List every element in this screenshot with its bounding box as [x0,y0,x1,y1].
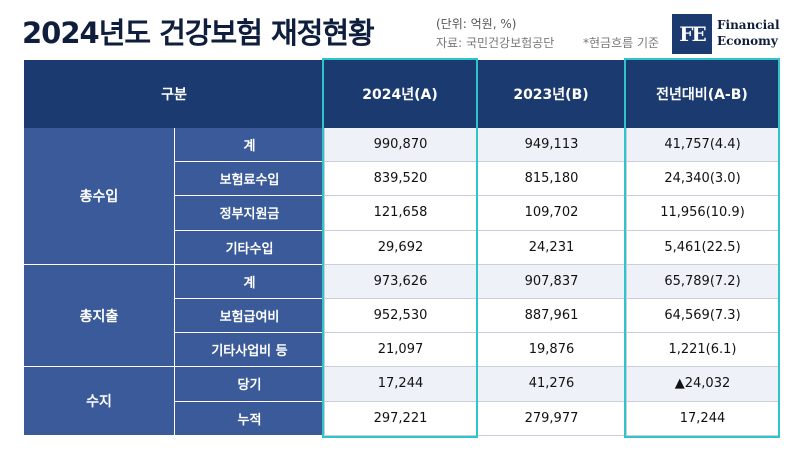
value-2024: 839,520 [324,162,476,197]
row-label: 당기 [174,367,324,402]
value-2023: 887,961 [476,299,626,334]
value-2023: 907,837 [476,264,626,299]
value-2023: 109,702 [476,196,626,231]
header-diff: 전년대비(A-B) [626,60,778,128]
row-label: 계 [174,264,324,299]
value-diff: 64,569(7.3) [626,299,778,334]
group-label: 총수입 [24,128,174,265]
value-diff: 24,340(3.0) [626,162,778,197]
value-diff: ▲24,032 [626,367,778,402]
row-label: 계 [174,128,324,163]
row-label: 정부지원금 [174,196,324,231]
value-2024: 952,530 [324,299,476,334]
value-2023: 279,977 [476,401,626,436]
header-2024: 2024년(A) [324,60,476,128]
row-label: 보험급여비 [174,299,324,334]
value-2023: 41,276 [476,367,626,402]
value-diff: 1,221(6.1) [626,333,778,368]
unit-label: (단위: 억원, %) [436,17,517,31]
page-title: 2024년도 건강보험 재정현황 [22,16,375,50]
value-2024: 297,221 [324,401,476,436]
logo-mark-icon: FE [672,14,712,54]
value-2024: 17,244 [324,367,476,402]
value-2024: 21,097 [324,333,476,368]
value-2023: 19,876 [476,333,626,368]
value-2023: 815,180 [476,162,626,197]
value-2024: 29,692 [324,230,476,265]
finance-table: 구분 2024년(A) 2023년(B) 전년대비(A-B) 총수입 계 990,870 94… [24,58,780,438]
value-2023: 24,231 [476,230,626,265]
value-diff: 11,956(10.9) [626,196,778,231]
group-label: 수지 [24,367,174,436]
value-diff: 65,789(7.2) [626,264,778,299]
row-label: 기타사업비 등 [174,333,324,368]
value-2024: 990,870 [324,128,476,163]
value-diff: 41,757(4.4) [626,128,778,163]
header-2023: 2023년(B) [476,60,626,128]
logo-line-2: Economy [717,34,778,48]
row-label: 누적 [174,401,324,436]
header-category: 구분 [24,60,324,128]
logo-line-1: Financial [717,18,780,32]
value-2024: 973,626 [324,264,476,299]
value-diff: 17,244 [626,401,778,436]
basis-note: *현금흐름 기준 [583,36,660,50]
row-label: 보험료수입 [174,162,324,197]
brand-logo: FE Financial Economy [672,14,792,54]
row-label: 기타수입 [174,230,324,265]
logo-text: Financial Economy [717,17,780,49]
group-label: 총지출 [24,264,174,368]
value-diff: 5,461(22.5) [626,230,778,265]
value-2024: 121,658 [324,196,476,231]
value-2023: 949,113 [476,128,626,163]
source-label: 자료: 국민건강보험공단 [436,36,555,50]
